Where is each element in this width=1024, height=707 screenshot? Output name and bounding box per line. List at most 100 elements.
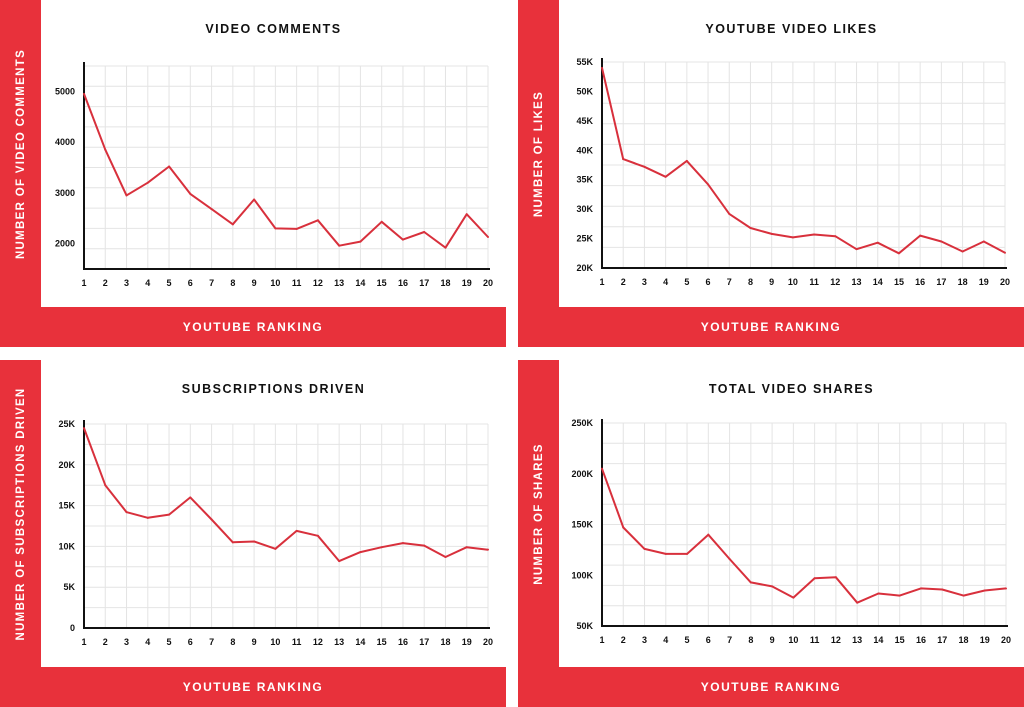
y-tick-label: 50K (576, 621, 593, 631)
y-tick-label: 3000 (55, 188, 75, 198)
data-point (168, 165, 171, 168)
x-tick-label: 9 (252, 637, 257, 647)
x-tick-label: 8 (230, 637, 235, 647)
x-tick-label: 5 (167, 637, 172, 647)
x-tick-label: 10 (788, 277, 798, 287)
data-point (685, 159, 688, 162)
x-tick-label: 20 (1000, 277, 1010, 287)
chart-panel-video-comments: NUMBER OF VIDEO COMMENTS VIDEO COMMENTS … (0, 0, 506, 347)
x-tick-label: 6 (706, 635, 711, 645)
data-point (601, 467, 603, 470)
data-point (359, 240, 362, 243)
x-tick-label: 12 (830, 277, 840, 287)
x-tick-label: 14 (873, 277, 883, 287)
data-point (707, 183, 710, 186)
x-tick-label: 17 (937, 635, 947, 645)
data-point (274, 547, 277, 550)
x-tick-label: 15 (377, 278, 387, 288)
y-tick-label: 50K (576, 86, 593, 96)
data-point (465, 213, 468, 216)
x-tick-label: 18 (440, 637, 450, 647)
x-tick-label: 2 (103, 278, 108, 288)
y-tick-label: 25K (58, 419, 75, 429)
y-axis-label-bar: NUMBER OF VIDEO COMMENTS (0, 0, 41, 307)
x-tick-label: 12 (313, 637, 323, 647)
data-point (770, 232, 773, 235)
data-point (316, 219, 319, 222)
chart-title: VIDEO COMMENTS (205, 22, 342, 36)
data-point (664, 552, 667, 555)
x-tick-label: 13 (852, 635, 862, 645)
x-tick-label: 9 (769, 277, 774, 287)
data-point (664, 175, 667, 178)
x-tick-label: 6 (706, 277, 711, 287)
x-tick-label: 19 (462, 278, 472, 288)
data-point (813, 577, 816, 580)
x-tick-label: 14 (355, 278, 365, 288)
data-point (983, 589, 986, 592)
data-point (380, 220, 383, 223)
y-tick-label: 200K (571, 469, 593, 479)
data-point (707, 533, 710, 536)
data-point (601, 66, 603, 69)
x-tick-label: 1 (599, 277, 604, 287)
y-tick-label: 2000 (55, 239, 75, 249)
data-point (168, 513, 171, 516)
y-tick-label: 5K (63, 582, 75, 592)
data-point (643, 165, 646, 168)
x-tick-label: 10 (270, 637, 280, 647)
y-tick-label: 4000 (55, 137, 75, 147)
x-tick-label: 18 (958, 277, 968, 287)
data-point (274, 227, 277, 230)
data-point (316, 534, 319, 537)
data-point (401, 542, 404, 545)
x-tick-label: 17 (936, 277, 946, 287)
data-point (423, 544, 426, 547)
y-tick-label: 0 (70, 623, 75, 633)
x-tick-label: 3 (642, 277, 647, 287)
x-tick-label: 15 (895, 635, 905, 645)
x-axis-label-bar: YOUTUBE RANKING (518, 307, 1024, 347)
y-tick-label: 250K (571, 418, 593, 428)
series-line (83, 93, 489, 249)
x-axis-label: YOUTUBE RANKING (700, 320, 842, 334)
y-tick-label: 150K (571, 520, 593, 530)
x-tick-label: 18 (958, 635, 968, 645)
x-tick-label: 10 (788, 635, 798, 645)
data-point (146, 516, 149, 519)
x-axis-label-bar: YOUTUBE RANKING (0, 667, 506, 707)
x-tick-label: 20 (483, 637, 493, 647)
data-point (401, 238, 404, 241)
x-tick-label: 19 (980, 635, 990, 645)
x-tick-label: 19 (979, 277, 989, 287)
data-point (749, 226, 752, 229)
y-axis-label-bar: NUMBER OF SHARES (518, 360, 559, 667)
data-point (210, 208, 213, 211)
x-tick-label: 13 (334, 637, 344, 647)
x-tick-label: 11 (809, 277, 819, 287)
chart-title: SUBSCRIPTIONS DRIVEN (181, 382, 366, 396)
y-axis-label-bar: NUMBER OF SUBSCRIPTIONS DRIVEN (0, 360, 41, 667)
x-tick-label: 16 (916, 635, 926, 645)
x-tick-label: 4 (145, 637, 150, 647)
x-tick-label: 2 (103, 637, 108, 647)
x-tick-label: 17 (419, 637, 429, 647)
x-tick-label: 5 (684, 277, 689, 287)
chart-title: TOTAL VIDEO SHARES (708, 382, 875, 396)
x-tick-label: 16 (915, 277, 925, 287)
x-tick-label: 3 (124, 278, 129, 288)
data-point (423, 230, 426, 233)
y-tick-label: 20K (58, 460, 75, 470)
data-point (104, 484, 107, 487)
x-axis-label: YOUTUBE RANKING (700, 680, 842, 694)
data-point (771, 585, 774, 588)
chart-panel-subscriptions-driven: NUMBER OF SUBSCRIPTIONS DRIVEN SUBSCRIPT… (0, 360, 506, 707)
data-point (622, 526, 625, 529)
data-point (834, 235, 837, 238)
x-tick-label: 1 (81, 278, 86, 288)
x-tick-label: 8 (230, 278, 235, 288)
x-tick-label: 1 (599, 635, 604, 645)
x-tick-label: 3 (642, 635, 647, 645)
x-tick-label: 4 (145, 278, 150, 288)
